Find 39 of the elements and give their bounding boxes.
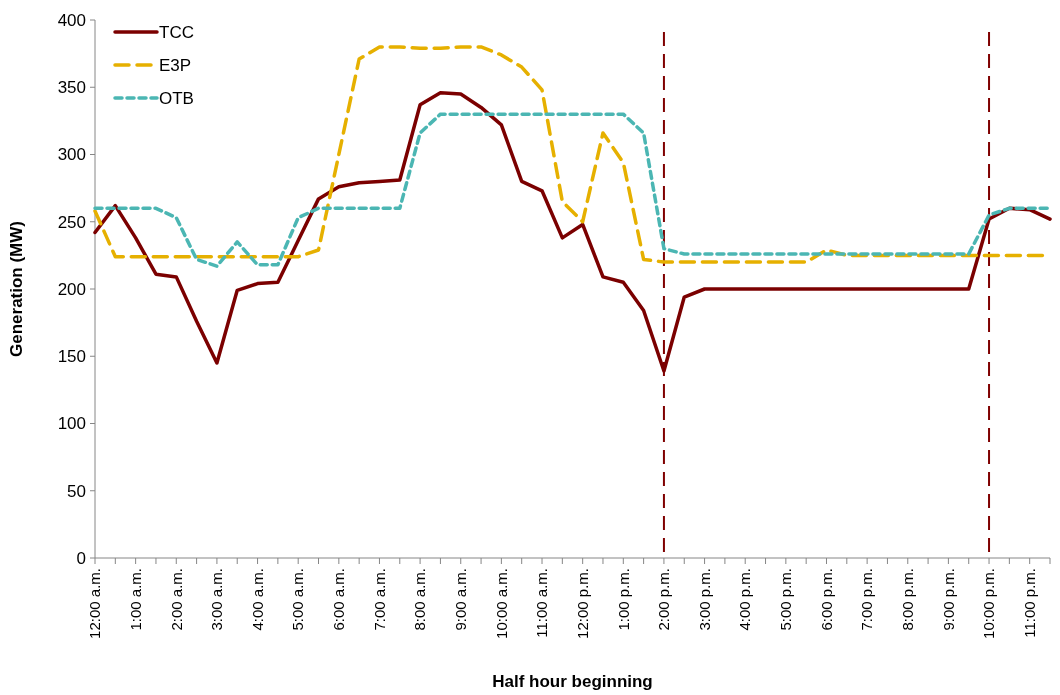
x-tick-label: 7:00 p.m. [858, 568, 876, 631]
x-tick-label: 1:00 a.m. [126, 568, 144, 631]
x-tick-label: 12:00 p.m. [573, 568, 591, 639]
x-tick-label: 9:00 p.m. [939, 568, 957, 631]
x-tick-label: 8:00 a.m. [411, 568, 429, 631]
x-tick-label: 1:00 p.m. [614, 568, 632, 631]
y-tick-label: 250 [57, 212, 86, 232]
x-tick-label: 6:00 a.m. [330, 568, 348, 631]
x-tick-label: 4:00 a.m. [248, 568, 266, 631]
y-tick-label: 0 [76, 548, 86, 568]
x-tick-label: 10:00 p.m. [980, 568, 998, 639]
x-tick-label: 12:00 a.m. [86, 568, 104, 639]
y-tick-label: 400 [57, 10, 86, 30]
y-tick-label: 350 [57, 78, 86, 98]
x-tick-label: 2:00 a.m. [167, 568, 185, 631]
x-tick-label: 9:00 a.m. [451, 568, 469, 631]
y-tick-label: 100 [57, 414, 86, 434]
x-tick-label: 5:00 a.m. [289, 568, 307, 631]
x-tick-label: 8:00 p.m. [899, 568, 917, 631]
x-tick-label: 11:00 a.m. [533, 568, 551, 638]
y-tick-label: 200 [57, 279, 86, 299]
y-axis-title: Generation (MW) [7, 221, 26, 357]
x-axis-title: Half hour beginning [492, 672, 653, 691]
legend-label: E3P [159, 55, 192, 75]
x-tick-label: 3:00 p.m. [695, 568, 713, 631]
x-tick-label: 6:00 p.m. [817, 568, 835, 631]
x-tick-label: 7:00 a.m. [370, 568, 388, 631]
x-tick-label: 11:00 p.m. [1020, 568, 1038, 638]
legend-label: OTB [159, 88, 194, 108]
legend-label: TCC [159, 22, 194, 42]
x-tick-label: 3:00 a.m. [208, 568, 226, 631]
line-series [93, 112, 1052, 268]
y-tick-label: 50 [67, 481, 86, 501]
y-tick-label: 150 [57, 347, 86, 367]
x-tick-label: 2:00 p.m. [655, 568, 673, 631]
x-tick-label: 4:00 p.m. [736, 568, 754, 631]
x-tick-label: 10:00 a.m. [492, 568, 510, 639]
y-tick-label: 300 [57, 145, 86, 165]
x-tick-label: 5:00 p.m. [777, 568, 795, 631]
